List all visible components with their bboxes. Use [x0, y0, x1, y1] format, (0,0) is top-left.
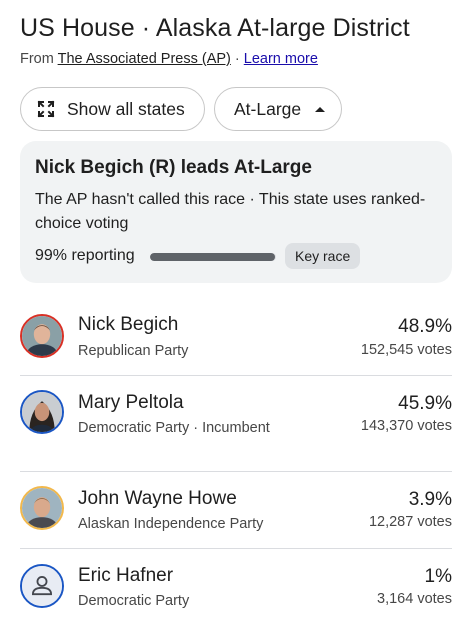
candidate-percentage: 3.9%	[408, 489, 452, 510]
source-line: From The Associated Press (AP) · Learn m…	[20, 51, 318, 67]
candidate-photo-icon	[22, 488, 62, 528]
race-status-note: The AP hasn't called this race · This st…	[35, 191, 426, 232]
expand-icon	[37, 100, 55, 118]
person-placeholder-icon	[22, 566, 62, 606]
candidate-party: Alaskan Independence Party	[78, 516, 264, 532]
candidate-avatar	[20, 390, 64, 434]
candidate-name[interactable]: Mary Peltola	[78, 392, 184, 413]
divider	[20, 471, 452, 472]
source-separator: ·	[230, 51, 244, 67]
district-dropdown-label: At-Large	[234, 98, 302, 119]
show-all-states-label: Show all states	[67, 98, 185, 119]
candidate-votes: 3,164 votes	[377, 591, 452, 607]
learn-more-link[interactable]: Learn more	[243, 51, 318, 67]
reporting-progress-fill	[150, 253, 275, 261]
candidate-percentage: 45.9%	[398, 393, 452, 414]
candidate-name[interactable]: John Wayne Howe	[78, 488, 237, 509]
candidate-votes: 152,545 votes	[360, 342, 452, 358]
reporting-text: 99% reporting	[35, 247, 135, 264]
candidate-name[interactable]: Eric Hafner	[78, 565, 174, 586]
candidate-percentage: 48.9%	[398, 316, 452, 337]
candidate-photo-icon	[22, 316, 62, 356]
divider	[20, 375, 452, 376]
page-title: US House · Alaska At-large District	[20, 14, 410, 42]
candidate-votes: 12,287 votes	[368, 514, 452, 530]
candidate-party: Democratic Party	[78, 593, 190, 609]
race-leader-heading: Nick Begich (R) leads At-Large	[35, 157, 312, 178]
race-summary-card: Nick Begich (R) leads At-Large The AP ha…	[20, 141, 452, 283]
candidate-name[interactable]: Nick Begich	[78, 314, 179, 335]
caret-up-icon	[315, 106, 326, 112]
show-all-states-button[interactable]: Show all states	[20, 87, 205, 131]
candidate-party: Republican Party	[78, 343, 189, 359]
key-race-badge: Key race	[285, 243, 361, 269]
source-prefix: From	[20, 51, 58, 67]
district-dropdown[interactable]: At-Large	[214, 87, 342, 131]
reporting-progress-bar	[150, 253, 276, 261]
candidate-avatar	[20, 314, 64, 358]
candidate-avatar	[20, 486, 64, 530]
source-link[interactable]: The Associated Press (AP)	[57, 51, 231, 67]
candidate-photo-icon	[22, 392, 62, 432]
divider	[20, 548, 452, 549]
candidate-percentage: 1%	[424, 566, 452, 587]
candidate-avatar	[20, 564, 64, 608]
candidate-party: Democratic Party · Incumbent	[78, 420, 270, 436]
candidate-votes: 143,370 votes	[360, 418, 452, 434]
